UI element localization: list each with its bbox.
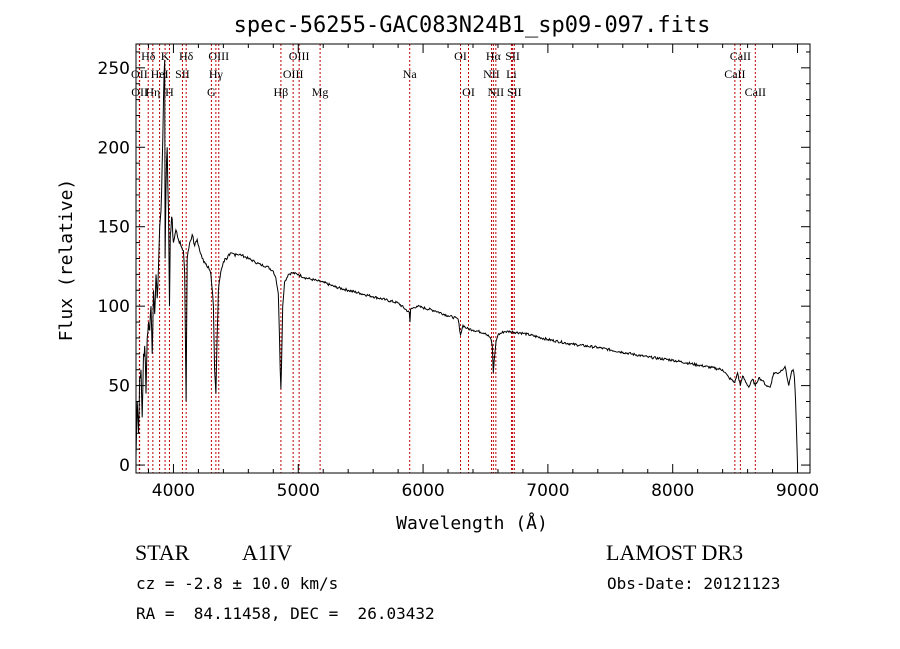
line-label-7: SII bbox=[175, 67, 190, 81]
y-tick-label: 200 bbox=[98, 138, 130, 158]
line-label-11: G bbox=[207, 85, 216, 99]
line-label-17: OI bbox=[454, 49, 467, 63]
y-tick-label: 50 bbox=[108, 377, 130, 397]
observation-date: Obs-Date: 20121123 bbox=[607, 574, 781, 593]
line-label-5: Hη bbox=[145, 85, 160, 99]
plot-frame bbox=[135, 43, 811, 474]
object-subclass: A1IV bbox=[242, 540, 293, 565]
line-label-6: Hδ bbox=[179, 49, 194, 63]
y-tick-label: 250 bbox=[98, 59, 130, 79]
y-axis-ticks: 0 50 100 150 200 250 bbox=[98, 51, 810, 476]
line-label-22: SII bbox=[505, 49, 520, 63]
line-label-12: OIII bbox=[289, 49, 310, 63]
x-tick-label: 9000 bbox=[776, 481, 819, 501]
line-label-14: Hβ bbox=[274, 85, 289, 99]
x-tick-label: 5000 bbox=[277, 481, 320, 501]
line-label-10: Hγ bbox=[209, 67, 224, 81]
x-axis-ticks: 4000 5000 6000 7000 8000 9000 bbox=[147, 44, 819, 501]
spectral-line-markers bbox=[138, 44, 756, 473]
line-label-13: OIII bbox=[283, 67, 304, 81]
y-axis-label: Flux (relative) bbox=[56, 179, 77, 342]
object-class: STAR bbox=[135, 540, 190, 565]
y-tick-label: 0 bbox=[119, 456, 130, 476]
line-label-15: Mg bbox=[312, 85, 329, 99]
x-tick-label: 4000 bbox=[152, 481, 195, 501]
x-axis-label: Wavelength (Å) bbox=[396, 512, 548, 534]
line-label-0: Hδ bbox=[141, 49, 156, 63]
chart-title: spec-56255-GAC083N24B1_sp09-097.fits bbox=[234, 13, 711, 38]
x-tick-label: 6000 bbox=[401, 481, 444, 501]
line-label-4: HeI bbox=[151, 67, 169, 81]
x-tick-label: 7000 bbox=[526, 481, 569, 501]
survey-name: LAMOST DR3 bbox=[606, 540, 744, 565]
x-tick-label: 8000 bbox=[651, 481, 694, 501]
line-label-21: NII bbox=[488, 85, 505, 99]
line-label-23: Li bbox=[506, 67, 517, 81]
y-tick-label: 100 bbox=[98, 297, 130, 317]
line-label-1: OII bbox=[131, 67, 148, 81]
line-label-3: K bbox=[161, 49, 170, 63]
y-tick-label: 150 bbox=[98, 218, 130, 238]
line-label-20: NII bbox=[483, 67, 500, 81]
line-label-2: OII bbox=[131, 85, 148, 99]
redshift-cz: cz = -2.8 ± 10.0 km/s bbox=[136, 574, 339, 593]
line-label-9: OIII bbox=[208, 49, 229, 63]
line-label-25: CaII bbox=[730, 49, 751, 63]
flux-line bbox=[135, 59, 798, 466]
line-label-16: Na bbox=[403, 67, 418, 81]
coordinates: RA = 84.11458, DEC = 26.03432 bbox=[136, 604, 435, 623]
line-label-18: OI bbox=[462, 85, 475, 99]
line-label-19: Hα bbox=[486, 49, 502, 63]
line-label-26: CaII bbox=[724, 67, 745, 81]
line-label-27: CaII bbox=[745, 85, 766, 99]
line-label-24: SII bbox=[507, 85, 522, 99]
line-label-8: H bbox=[165, 85, 174, 99]
